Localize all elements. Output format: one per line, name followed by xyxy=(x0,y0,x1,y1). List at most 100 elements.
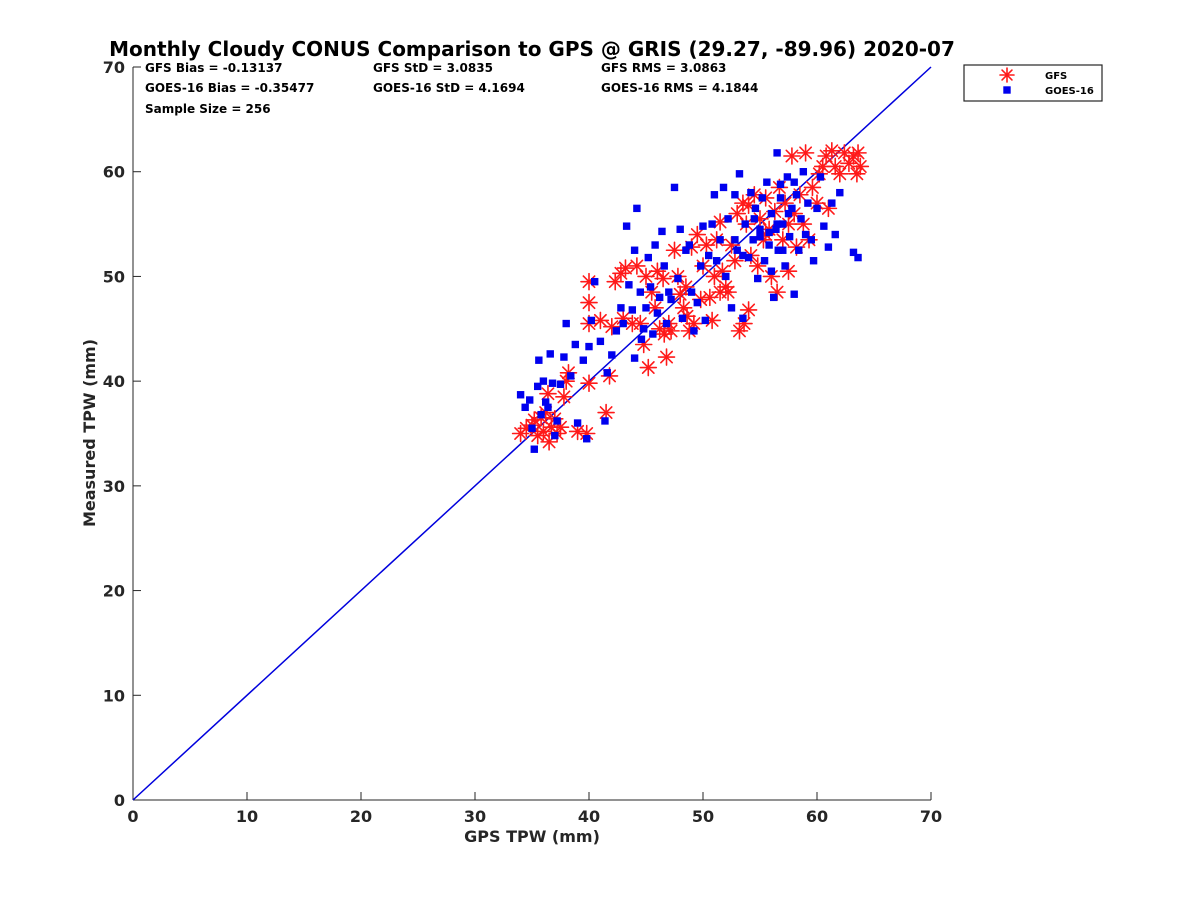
gfs-point xyxy=(606,272,625,291)
stat-text: GOES-16 StD = 4.1694 xyxy=(373,81,525,95)
stat-text: GFS RMS = 3.0863 xyxy=(601,61,726,75)
gfs-point xyxy=(577,424,596,443)
goes-16-point xyxy=(644,253,652,262)
gfs-point xyxy=(823,141,841,160)
goes-16-point xyxy=(747,188,755,197)
goes-16-point xyxy=(788,204,796,213)
gfs-point xyxy=(665,241,684,260)
goes-16-point xyxy=(795,246,803,254)
goes-16-point xyxy=(521,403,529,412)
goes-16-point xyxy=(685,241,694,249)
gfs-point xyxy=(830,165,849,183)
goes-16-point xyxy=(705,251,713,260)
legend-box xyxy=(963,64,1103,102)
goes-16-point xyxy=(699,222,707,230)
gfs-point xyxy=(616,259,635,277)
goes-16-point xyxy=(763,178,771,186)
goes-16-point xyxy=(665,288,673,296)
y-tick-label: 10 xyxy=(103,686,125,705)
goes-16-point xyxy=(591,277,599,286)
series-goes-16 xyxy=(516,149,862,453)
goes-16-point xyxy=(779,220,787,228)
goes-16-point xyxy=(854,253,862,262)
goes-16-point xyxy=(630,246,639,254)
legend-label-gfs: GFS xyxy=(1045,71,1067,82)
goes-16-point xyxy=(792,191,801,199)
legend-goes-16-marker xyxy=(1003,86,1011,94)
goes-16-point xyxy=(765,241,773,249)
goes-16-point xyxy=(708,220,716,228)
y-tick-label: 20 xyxy=(103,582,125,601)
goes-16-point xyxy=(583,435,591,443)
goes-16-point xyxy=(772,225,780,234)
goes-16-point xyxy=(784,209,793,218)
goes-16-point xyxy=(646,283,655,291)
goes-16-point xyxy=(807,236,815,244)
goes-16-point xyxy=(571,340,580,349)
goes-16-point xyxy=(828,199,836,207)
goes-16-point xyxy=(619,319,627,328)
goes-16-point xyxy=(640,325,648,333)
gfs-point xyxy=(739,301,758,319)
stats-annotations: GFS Bias = -0.13137 GFS StD = 3.0835 GFS R… xyxy=(145,61,758,116)
goes-16-point xyxy=(781,262,789,270)
goes-16-point xyxy=(528,424,536,432)
goes-16-point xyxy=(750,215,758,223)
goes-16-point xyxy=(813,204,821,213)
gfs-point xyxy=(597,403,615,422)
gfs-point xyxy=(851,157,870,176)
goes-16-point xyxy=(733,246,741,254)
goes-16-point xyxy=(779,246,787,254)
goes-16-point xyxy=(816,173,825,181)
stat-text: GFS StD = 3.0835 xyxy=(373,61,493,75)
goes-16-point xyxy=(749,236,757,244)
goes-16-point xyxy=(603,369,611,377)
goes-16-point xyxy=(562,319,570,328)
goes-16-point xyxy=(667,295,675,304)
goes-16-point xyxy=(539,377,548,385)
goes-16-point xyxy=(660,262,668,270)
x-tick-label: 20 xyxy=(350,807,372,826)
gfs-point xyxy=(654,269,672,288)
goes-16-point xyxy=(690,327,698,335)
goes-16-point xyxy=(530,445,538,453)
goes-16-point xyxy=(551,431,559,440)
goes-16-point xyxy=(751,204,760,213)
gfs-point xyxy=(639,358,658,377)
goes-16-point xyxy=(731,236,739,244)
goes-16-point xyxy=(556,380,565,388)
gfs-point xyxy=(657,348,676,366)
goes-16-point xyxy=(573,419,582,427)
x-axis-title: GPS TPW (mm) xyxy=(464,827,600,846)
goes-16-point xyxy=(596,337,605,346)
goes-16-point xyxy=(642,304,650,312)
goes-16-point xyxy=(628,306,637,314)
x-tick-label: 0 xyxy=(127,807,138,826)
goes-16-point xyxy=(526,396,534,404)
goes-16-point xyxy=(537,410,545,419)
gfs-point xyxy=(580,272,598,291)
goes-16-point xyxy=(716,236,724,244)
goes-16-point xyxy=(546,350,554,358)
goes-16-point xyxy=(653,309,662,317)
gfs-point xyxy=(580,374,598,393)
gfs-point xyxy=(739,196,758,215)
y-tick-label: 60 xyxy=(103,163,125,182)
goes-16-point xyxy=(727,304,736,312)
gfs-point xyxy=(525,411,544,429)
goes-16-point xyxy=(776,194,785,202)
goes-16-point xyxy=(676,225,684,234)
goes-16-point xyxy=(601,417,609,425)
goes-16-point xyxy=(612,327,621,335)
goes-16-point xyxy=(824,243,833,251)
goes-16-point xyxy=(773,220,781,228)
goes-16-point xyxy=(797,215,805,223)
stat-text: GFS Bias = -0.13137 xyxy=(145,61,282,75)
goes-16-point xyxy=(682,246,690,254)
goes-16-point xyxy=(790,178,798,186)
x-tick-label: 70 xyxy=(920,807,942,826)
goes-16-point xyxy=(693,298,701,307)
goes-16-point xyxy=(831,230,839,239)
goes-16-point xyxy=(560,353,568,361)
goes-16-point xyxy=(636,288,644,296)
